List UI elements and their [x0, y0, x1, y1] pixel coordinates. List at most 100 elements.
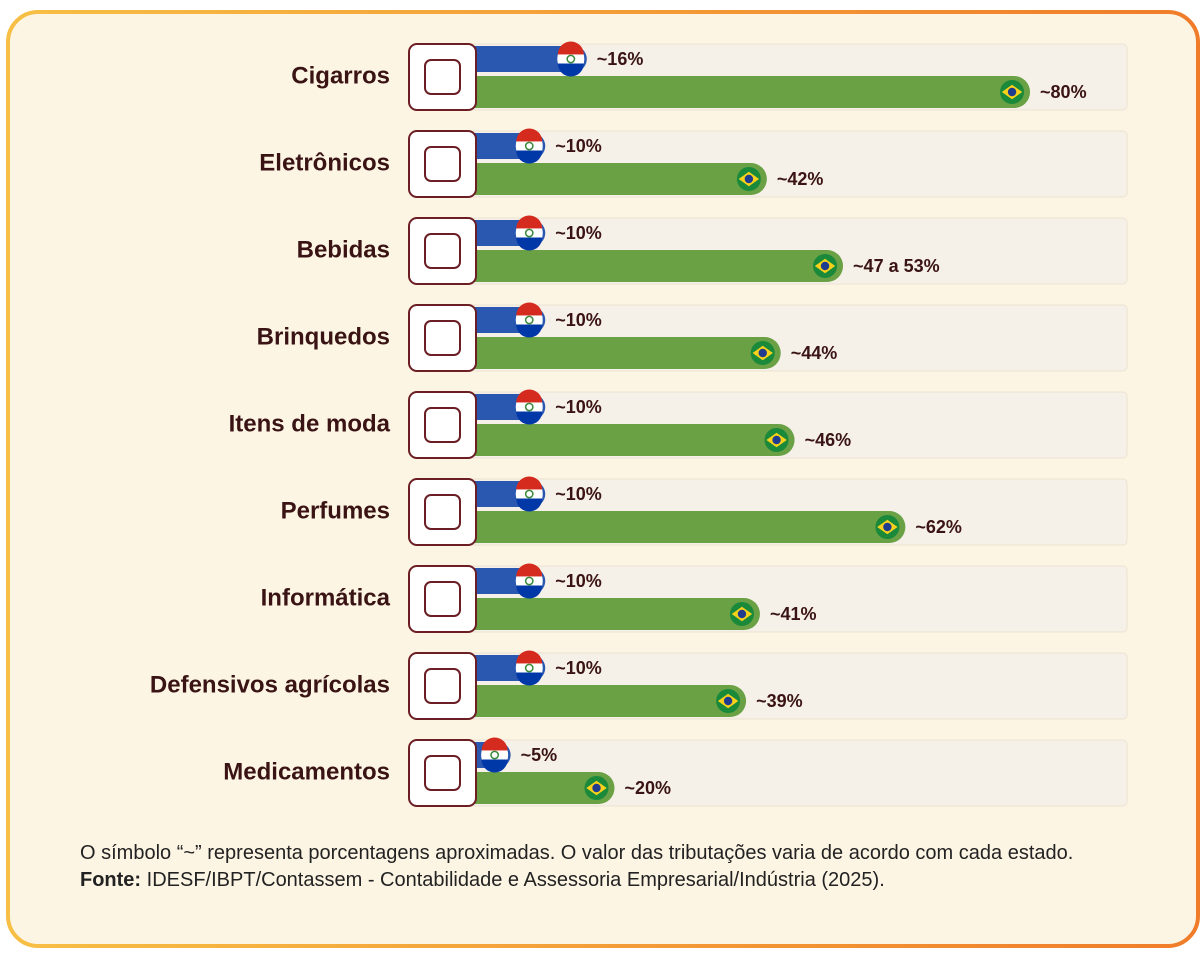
flag-seal — [524, 489, 534, 499]
value-label: ~10% — [555, 136, 602, 156]
bar — [456, 598, 760, 630]
flag-white — [516, 402, 543, 412]
value-label: ~42% — [777, 169, 824, 189]
flag-blue — [516, 498, 543, 512]
icon-box — [408, 478, 477, 546]
category-label: Medicamentos — [223, 758, 390, 785]
value-label: ~44% — [791, 343, 838, 363]
icon-box — [408, 391, 477, 459]
flag-blue — [516, 585, 543, 599]
icon — [424, 494, 461, 530]
bar — [456, 76, 1031, 108]
bar — [456, 250, 844, 282]
flag-blue — [516, 324, 543, 338]
value-label: ~47 a 53% — [853, 256, 940, 276]
icon-box — [408, 739, 477, 807]
flag-red — [516, 650, 543, 664]
flag-globe — [883, 522, 892, 532]
flag-seal — [524, 576, 534, 586]
flag-seal — [524, 141, 534, 151]
flag-seal — [524, 228, 534, 238]
category-label: Perfumes — [281, 497, 390, 524]
source-line: Fonte: IDESF/IBPT/Contassem - Contabilid… — [80, 867, 1140, 894]
icon — [424, 668, 461, 704]
flag-blue — [516, 150, 543, 164]
flag-globe — [744, 174, 754, 184]
category-label: Brinquedos — [257, 323, 390, 350]
flag-globe — [592, 783, 601, 793]
flag-seal — [524, 663, 534, 673]
value-label: ~10% — [555, 571, 602, 591]
flag-globe — [820, 261, 830, 271]
flag-red — [516, 215, 543, 229]
category-label: Defensivos agrícolas — [150, 671, 390, 698]
flag-globe — [758, 348, 767, 358]
flag-seal — [524, 402, 534, 412]
bar — [456, 46, 587, 72]
category-label: Itens de moda — [229, 410, 391, 437]
flag-globe — [1007, 87, 1017, 97]
flag-blue — [516, 237, 543, 251]
flag-white — [516, 315, 543, 325]
flag-blue — [481, 759, 508, 773]
bar — [456, 511, 906, 543]
value-label: ~10% — [555, 658, 602, 678]
flag-seal — [566, 54, 576, 64]
icon — [424, 407, 461, 443]
bar — [456, 685, 747, 717]
flag-white — [516, 576, 543, 586]
flag-blue — [516, 411, 543, 425]
flag-white — [516, 489, 543, 499]
value-label: ~46% — [805, 430, 852, 450]
icon — [424, 755, 461, 791]
icon — [424, 233, 461, 269]
flag-red — [557, 41, 584, 55]
note: O símbolo “~” representa porcentagens ap… — [80, 842, 1074, 864]
flag-white — [516, 228, 543, 238]
icon-box — [408, 217, 477, 285]
footnote: O símbolo “~” representa porcentagens ap… — [80, 840, 1140, 894]
value-label: ~5% — [521, 745, 558, 765]
bar — [456, 337, 781, 369]
flag-globe — [723, 696, 733, 706]
flag-globe — [772, 435, 781, 445]
value-label: ~10% — [555, 484, 602, 504]
bar — [456, 772, 615, 804]
icon — [424, 581, 461, 617]
category-label: Eletrônicos — [259, 149, 390, 176]
value-label: ~10% — [555, 397, 602, 417]
flag-seal — [524, 315, 534, 325]
flag-red — [516, 389, 543, 403]
value-label: ~62% — [915, 517, 962, 537]
value-label: ~10% — [555, 223, 602, 243]
icon — [424, 146, 461, 182]
icon-box — [408, 652, 477, 720]
category-label: Bebidas — [297, 236, 390, 263]
icon-box — [408, 304, 477, 372]
source-label: Fonte: — [80, 869, 142, 891]
flag-seal — [490, 750, 500, 760]
flag-blue — [557, 63, 584, 77]
category-label: Informática — [261, 584, 391, 611]
flag-red — [516, 302, 543, 316]
flag-red — [481, 737, 508, 751]
flag-white — [557, 54, 584, 64]
flag-red — [516, 476, 543, 490]
value-label: ~16% — [597, 49, 644, 69]
icon-box — [408, 130, 477, 198]
value-label: ~41% — [770, 604, 817, 624]
bar — [456, 163, 767, 195]
flag-white — [481, 750, 508, 760]
value-label: ~39% — [756, 691, 803, 711]
flag-red — [516, 128, 543, 142]
flag-globe — [737, 609, 747, 619]
flag-blue — [516, 672, 543, 686]
value-label: ~20% — [625, 778, 672, 798]
icon-box — [408, 565, 477, 633]
bar — [456, 424, 795, 456]
source: IDESF/IBPT/Contassem - Contabilidade e A… — [146, 869, 885, 891]
icon-box — [408, 43, 477, 111]
value-label: ~10% — [555, 310, 602, 330]
